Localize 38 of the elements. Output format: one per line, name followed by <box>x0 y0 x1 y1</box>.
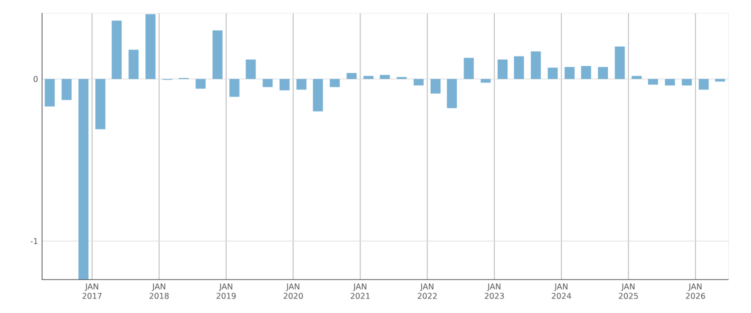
bar <box>380 74 390 79</box>
bar <box>128 50 139 79</box>
bar <box>530 51 541 79</box>
bar <box>95 78 106 130</box>
bar <box>62 78 72 100</box>
bar <box>446 78 457 108</box>
bar <box>414 78 424 86</box>
bar <box>229 78 240 97</box>
bar <box>648 78 658 85</box>
bar <box>564 66 575 79</box>
bar <box>614 46 625 79</box>
bar <box>112 20 122 79</box>
bar <box>581 66 592 79</box>
bar <box>280 78 290 90</box>
bar <box>296 78 306 90</box>
bar <box>632 76 642 79</box>
bar <box>212 30 223 79</box>
bar <box>364 76 374 79</box>
bar <box>715 78 726 82</box>
bar <box>480 78 491 83</box>
bar <box>196 78 206 89</box>
bar <box>664 78 675 86</box>
bar <box>698 78 709 90</box>
bar <box>598 66 608 79</box>
bar <box>464 58 474 79</box>
bar <box>78 78 88 280</box>
bar <box>430 78 441 94</box>
bar <box>262 78 273 88</box>
bar <box>246 60 256 79</box>
bar <box>682 78 692 86</box>
bar <box>145 14 156 79</box>
bar <box>44 78 55 107</box>
bar <box>330 78 340 88</box>
bar <box>514 56 524 79</box>
bar <box>312 78 323 112</box>
bar <box>548 68 558 79</box>
bar <box>498 60 508 79</box>
bar <box>346 72 357 79</box>
